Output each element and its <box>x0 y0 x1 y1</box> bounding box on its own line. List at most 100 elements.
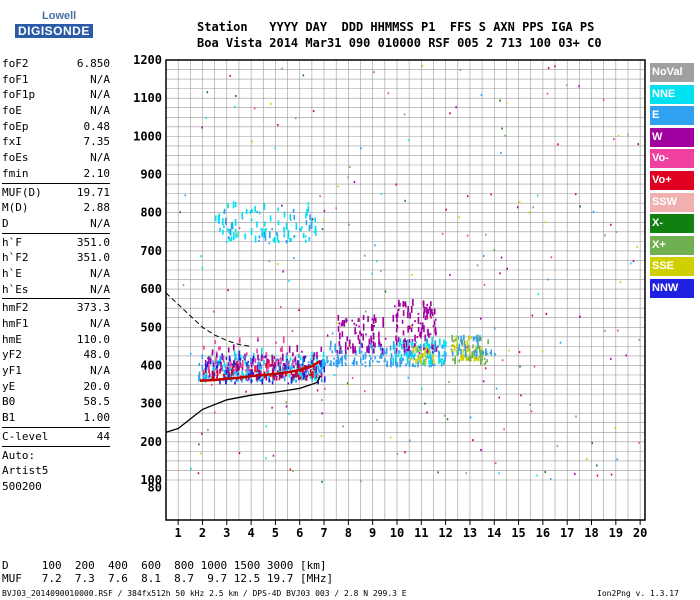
param-name: hmF2 <box>2 301 29 315</box>
echo-point <box>316 373 319 376</box>
echo-point <box>389 345 392 351</box>
echo-point <box>280 376 282 379</box>
echo-point <box>266 358 268 364</box>
echo-point <box>374 244 376 247</box>
echo-point <box>481 359 483 362</box>
echo-point <box>344 348 347 353</box>
echo-point <box>395 360 397 365</box>
x-tick-label: 3 <box>223 526 230 540</box>
echo-point <box>256 210 259 213</box>
echo-point <box>393 305 396 308</box>
echo-point <box>474 354 476 361</box>
echo-point <box>276 358 279 362</box>
echo-point <box>486 352 489 355</box>
echo-point <box>430 359 433 366</box>
echo-point <box>617 329 619 332</box>
echo-point <box>412 358 414 361</box>
echo-point <box>283 211 286 218</box>
echo-point <box>305 239 307 243</box>
echo-point <box>248 373 250 377</box>
echo-point <box>452 351 454 357</box>
echo-point <box>339 332 341 340</box>
echo-point <box>417 345 420 349</box>
echo-point <box>237 231 240 234</box>
echo-point <box>374 356 376 360</box>
echo-point <box>270 102 272 105</box>
echo-point <box>295 361 297 366</box>
echo-point <box>409 325 411 330</box>
echo-point <box>260 347 263 355</box>
echo-point <box>407 306 409 313</box>
echo-point <box>245 390 247 393</box>
echo-point <box>201 364 204 372</box>
echo-point <box>423 312 425 319</box>
echo-point <box>437 471 439 474</box>
echo-point <box>224 364 227 369</box>
echo-point <box>280 306 282 309</box>
echo-point <box>297 360 299 367</box>
echo-point <box>445 352 447 357</box>
echo-point <box>229 364 231 372</box>
echo-point <box>383 360 386 363</box>
echo-point <box>544 221 547 224</box>
echo-point <box>268 242 271 245</box>
echo-point <box>214 215 217 222</box>
echo-point <box>354 346 356 354</box>
echo-point <box>293 214 296 220</box>
echo-point <box>441 360 443 365</box>
param-name: foF2 <box>2 57 29 70</box>
echo-point <box>419 322 422 325</box>
echo-point <box>234 364 237 371</box>
echo-point <box>384 337 387 340</box>
echo-point <box>408 346 411 350</box>
x-tick-label: 17 <box>560 526 574 540</box>
echo-point <box>574 193 577 196</box>
echo-point <box>415 345 417 353</box>
echo-point <box>442 354 444 357</box>
echo-point <box>441 358 443 361</box>
echo-point <box>236 359 239 363</box>
echo-point <box>271 228 273 231</box>
echo-point <box>288 280 290 283</box>
echo-point <box>236 363 239 371</box>
echo-point <box>415 341 418 344</box>
echo-point <box>274 147 276 150</box>
echo-point <box>251 358 254 365</box>
echo-point <box>234 228 237 232</box>
param-value: 7.35 <box>83 135 111 149</box>
echo-point <box>208 373 211 378</box>
echo-point <box>221 353 223 361</box>
echo-point <box>396 312 399 318</box>
echo-point <box>316 376 319 379</box>
echo-point <box>410 354 413 360</box>
echo-point <box>323 366 326 373</box>
param-name: 500200 <box>2 479 42 493</box>
echo-point <box>404 301 407 307</box>
echo-point <box>395 347 398 353</box>
param-name: h`Es <box>2 282 29 296</box>
echo-point <box>320 435 323 438</box>
echo-point <box>451 344 453 347</box>
echo-point <box>578 85 580 88</box>
echo-point <box>315 374 318 379</box>
echo-point <box>315 228 317 236</box>
echo-point <box>323 209 326 212</box>
echo-point <box>456 351 459 355</box>
echo-point <box>411 341 414 347</box>
echo-point <box>466 358 469 362</box>
echo-point <box>281 372 284 378</box>
echo-point <box>262 228 264 236</box>
echo-point <box>231 366 234 372</box>
echo-point <box>245 208 248 214</box>
echo-point <box>223 374 226 379</box>
echo-point <box>203 376 206 381</box>
echo-point <box>434 341 437 344</box>
echo-point <box>305 213 307 219</box>
param-name: MUF(D) <box>2 185 42 199</box>
param-value: 58.5 <box>83 395 111 409</box>
echo-point <box>252 355 255 362</box>
echo-point <box>307 361 310 364</box>
echo-point <box>320 372 323 378</box>
echo-point <box>344 362 347 365</box>
echo-point <box>370 357 372 361</box>
